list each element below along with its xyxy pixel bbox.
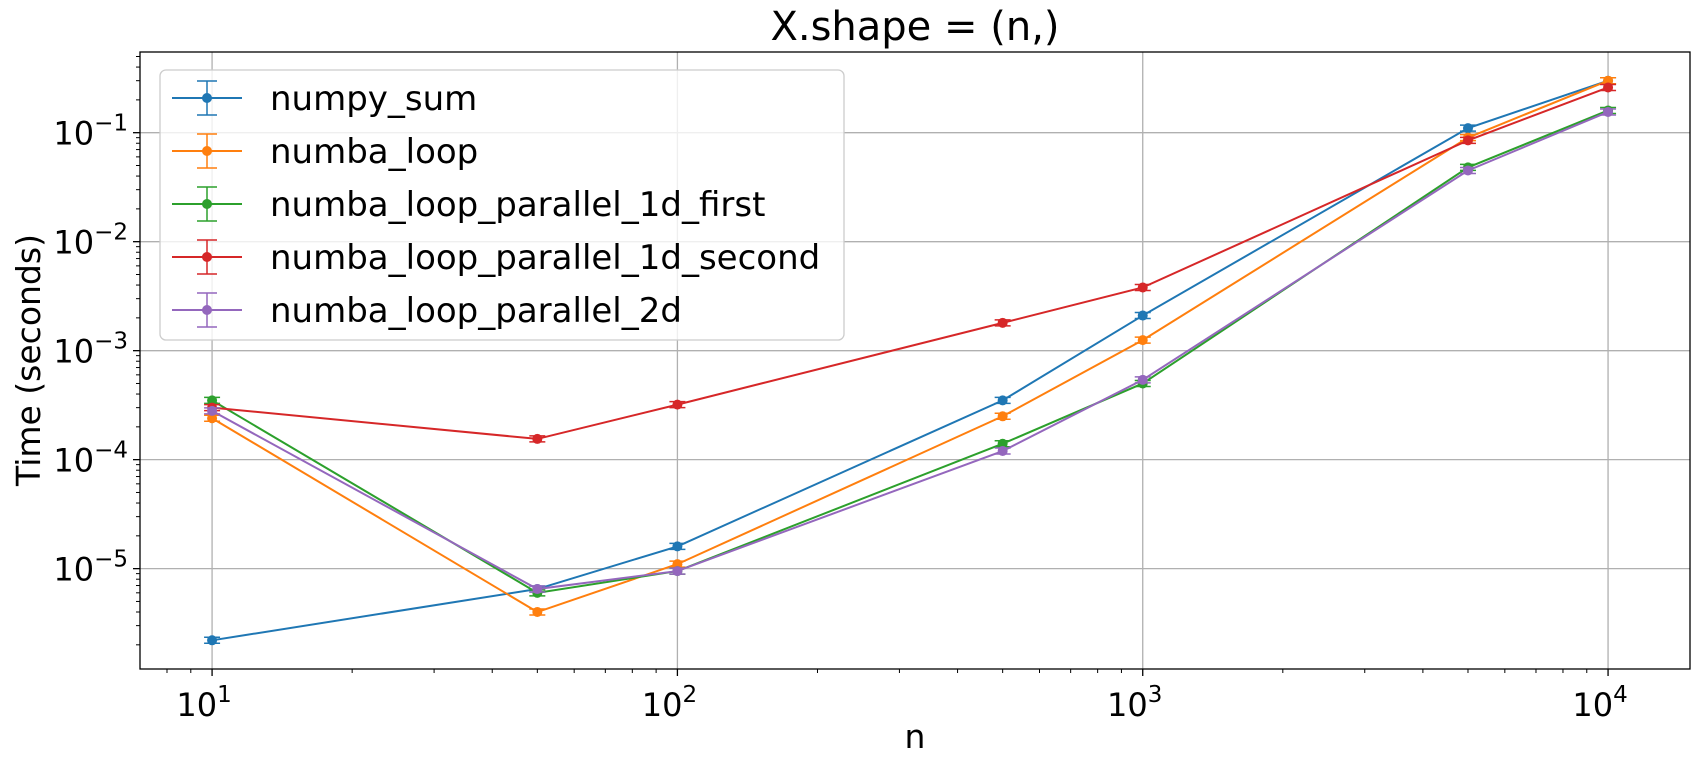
minor-ticks xyxy=(136,56,1588,673)
legend-item: numba_loop_parallel_1d_second xyxy=(172,238,820,278)
data-point xyxy=(207,395,218,406)
data-point xyxy=(1462,135,1473,146)
legend-marker xyxy=(202,146,212,156)
data-point xyxy=(1137,310,1148,321)
axis-ticks: 101 102 103 104 10−5 10−4 10−3 10−2 10−1 xyxy=(53,111,1627,724)
y-tick-label: 10−1 xyxy=(53,111,128,153)
legend-item: numba_loop_parallel_2d xyxy=(172,291,682,331)
data-point xyxy=(532,433,543,444)
data-point xyxy=(1603,106,1614,117)
y-tick-label: 10−2 xyxy=(53,220,128,262)
data-point xyxy=(1603,82,1614,93)
legend-item: numba_loop_parallel_1d_first xyxy=(172,185,765,225)
x-tick-label: 101 xyxy=(176,682,231,724)
data-point xyxy=(207,405,218,416)
data-point xyxy=(207,413,218,424)
legend-item: numpy_sum xyxy=(172,79,477,119)
plot-series xyxy=(204,75,1617,646)
data-point xyxy=(1137,335,1148,346)
data-point xyxy=(997,438,1008,449)
legend: numpy_sum numba_loop numba_loop_parallel_1… xyxy=(159,69,845,341)
data-point xyxy=(207,635,218,646)
x-tick-label: 102 xyxy=(642,682,697,724)
data-point xyxy=(672,541,683,552)
data-point xyxy=(1462,165,1473,176)
x-axis-label: n xyxy=(905,717,926,756)
y-tick-label: 10−5 xyxy=(53,547,128,589)
data-point xyxy=(997,446,1008,457)
data-point xyxy=(672,399,683,410)
y-tick-label: 10−4 xyxy=(53,438,128,480)
legend-label: numba_loop_parallel_1d_second xyxy=(270,238,820,278)
data-point xyxy=(997,317,1008,328)
legend-label: numba_loop_parallel_1d_first xyxy=(270,185,765,225)
y-tick-label: 10−3 xyxy=(53,329,128,371)
series-numba_loop_parallel_2d xyxy=(204,106,1617,595)
data-point xyxy=(532,607,543,618)
plot-frame xyxy=(139,51,1691,670)
chart-title: X.shape = (n,) xyxy=(770,4,1059,50)
data-point xyxy=(1137,282,1148,293)
x-tick-label: 104 xyxy=(1572,682,1627,724)
data-point xyxy=(672,566,683,577)
data-point xyxy=(1137,374,1148,385)
data-point xyxy=(532,584,543,595)
legend-marker xyxy=(202,305,212,315)
grid-lines xyxy=(140,52,1690,669)
legend-item: numba_loop xyxy=(172,132,478,172)
legend-box xyxy=(159,69,845,341)
x-tick-label: 103 xyxy=(1107,682,1162,724)
legend-label: numpy_sum xyxy=(270,79,477,119)
data-point xyxy=(1462,123,1473,134)
data-point xyxy=(672,559,683,570)
legend-label: numba_loop_parallel_2d xyxy=(270,291,682,331)
legend-marker xyxy=(202,93,212,103)
data-point xyxy=(997,411,1008,422)
legend-marker xyxy=(202,199,212,209)
legend-label: numba_loop xyxy=(270,132,478,172)
legend-marker xyxy=(202,252,212,262)
data-point xyxy=(997,395,1008,406)
y-axis-label: Time (seconds) xyxy=(9,234,48,487)
